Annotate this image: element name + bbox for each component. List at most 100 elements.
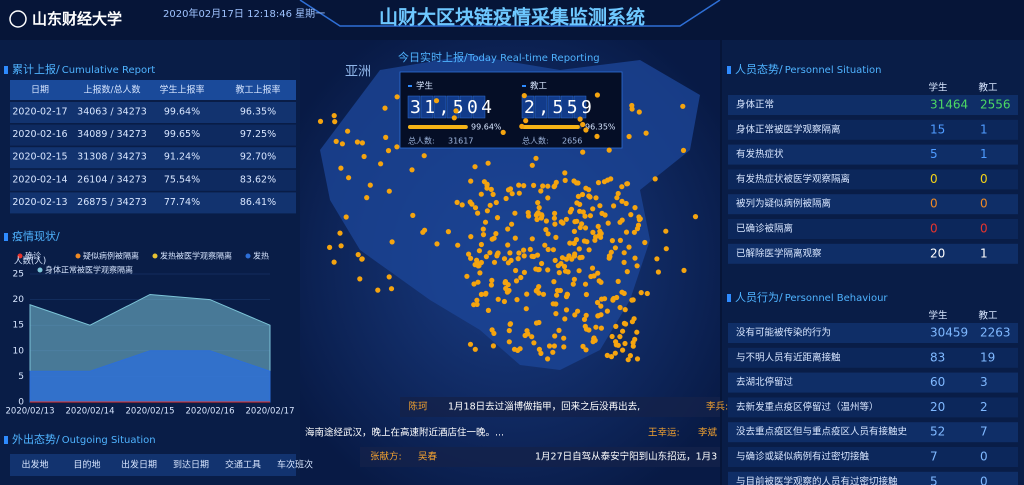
map-dot xyxy=(612,245,619,251)
map-dot xyxy=(515,347,521,353)
map-dot xyxy=(597,203,603,209)
table-header-bg xyxy=(10,454,296,476)
map-dot xyxy=(331,259,337,265)
student-value: 5 xyxy=(930,147,938,161)
map-dot xyxy=(571,178,577,184)
staff-value: 2556 xyxy=(980,98,1011,112)
map-dot xyxy=(477,270,483,276)
map-dot xyxy=(469,201,475,207)
table-row-bg xyxy=(10,169,296,191)
map-dot xyxy=(472,346,478,352)
map-dot xyxy=(572,251,578,257)
map-dot xyxy=(389,239,395,245)
map-dot xyxy=(535,210,541,216)
map-dot xyxy=(468,234,474,240)
student-value: 52 xyxy=(930,425,945,439)
x-tick-label: 2020/02/14 xyxy=(66,407,115,417)
staff-value: 0 xyxy=(980,450,988,464)
map-dot xyxy=(621,259,627,265)
realtime-count: 2,559 xyxy=(524,97,595,118)
legend-label: 确诊 xyxy=(25,251,41,261)
map-dot xyxy=(483,254,489,260)
map-dot xyxy=(515,256,521,262)
map-dot xyxy=(501,256,508,262)
map-dot xyxy=(538,188,544,194)
table-header: 日期 xyxy=(31,85,49,96)
map-dot xyxy=(339,141,345,147)
map-dot xyxy=(521,183,527,189)
map-dot xyxy=(597,228,603,234)
message: 1月18日去过淄博做指甲，回来之后没再出去, xyxy=(448,401,640,413)
map-dot xyxy=(681,267,687,273)
map-dot xyxy=(621,250,627,256)
map-dot xyxy=(583,185,589,191)
map-dot xyxy=(516,182,522,188)
map-dot xyxy=(595,270,601,276)
legend-dot xyxy=(37,267,43,273)
row-label: 有发热症状被医学观察隔离 xyxy=(736,173,850,185)
map-dot xyxy=(625,357,631,363)
table-cell: 86.41% xyxy=(240,197,276,208)
map-dot xyxy=(630,340,636,346)
table-cell: 2020-02-14 xyxy=(12,174,67,185)
map-dot xyxy=(563,216,570,222)
student-value: 7 xyxy=(930,450,938,464)
student-value: 60 xyxy=(930,375,945,389)
row-label: 与确诊或疑似病例有过密切接触 xyxy=(736,451,870,463)
staff-value: 0 xyxy=(980,172,988,186)
map-dot xyxy=(602,212,608,218)
staff-value: 0 xyxy=(980,474,988,485)
map-dot xyxy=(375,287,381,293)
row-bg xyxy=(728,372,1018,393)
map-dot xyxy=(623,229,630,235)
map-dot xyxy=(488,282,494,288)
map-dot xyxy=(680,147,687,153)
table-header: 交通工具 xyxy=(225,459,261,471)
map-dot xyxy=(609,238,616,244)
map-dot xyxy=(583,291,590,298)
map-dot xyxy=(529,162,535,168)
map-dot xyxy=(529,334,535,340)
message: 陈珂 xyxy=(408,401,428,413)
legend-label: 身体正常被医学观察隔离 xyxy=(45,265,133,275)
table-header: 出发日期 xyxy=(121,459,157,471)
row-label: 去新发重点疫区停留过（温州等） xyxy=(736,401,879,413)
map-dot xyxy=(663,228,669,234)
map-dot xyxy=(551,184,557,190)
map-dot xyxy=(644,290,650,297)
page-title: 山财大区块链疫情采集监测系统 xyxy=(379,6,645,29)
map-dot xyxy=(521,247,527,253)
map-dot xyxy=(551,279,557,285)
staff-value: 7 xyxy=(980,425,988,439)
map-dot xyxy=(595,223,601,229)
row-label: 被列为疑似病例被隔离 xyxy=(736,198,831,210)
digit-box xyxy=(407,95,421,119)
map-dot xyxy=(539,260,545,267)
map-dot xyxy=(634,329,640,335)
table-cell: 2020-02-15 xyxy=(12,152,67,163)
row-label: 没去重点疫区但与重点疫区人员有接触史 xyxy=(736,426,908,438)
map-dot xyxy=(317,118,324,124)
map-dot xyxy=(556,270,562,276)
student-value: 31464 xyxy=(930,98,968,112)
legend-dot xyxy=(17,253,23,259)
map-dot xyxy=(605,220,611,226)
map-dot xyxy=(594,92,601,98)
map-dot xyxy=(513,267,519,274)
x-tick-label: 2020/02/13 xyxy=(6,407,55,417)
map-dot xyxy=(468,178,474,184)
map-dot xyxy=(521,93,527,99)
map-dot xyxy=(634,356,641,362)
map-dot xyxy=(636,109,642,115)
map-region-label: 亚洲 xyxy=(345,65,371,80)
map-dot xyxy=(626,133,632,140)
row-bg xyxy=(728,169,1018,190)
map-dot xyxy=(472,205,479,211)
label-marker xyxy=(522,85,526,87)
map-dot xyxy=(553,179,559,185)
legend-dot xyxy=(245,253,251,259)
message: 王幸运: xyxy=(648,428,680,439)
total-label: 总人数: xyxy=(522,136,549,146)
row-bg xyxy=(728,194,1018,215)
area xyxy=(29,350,271,403)
